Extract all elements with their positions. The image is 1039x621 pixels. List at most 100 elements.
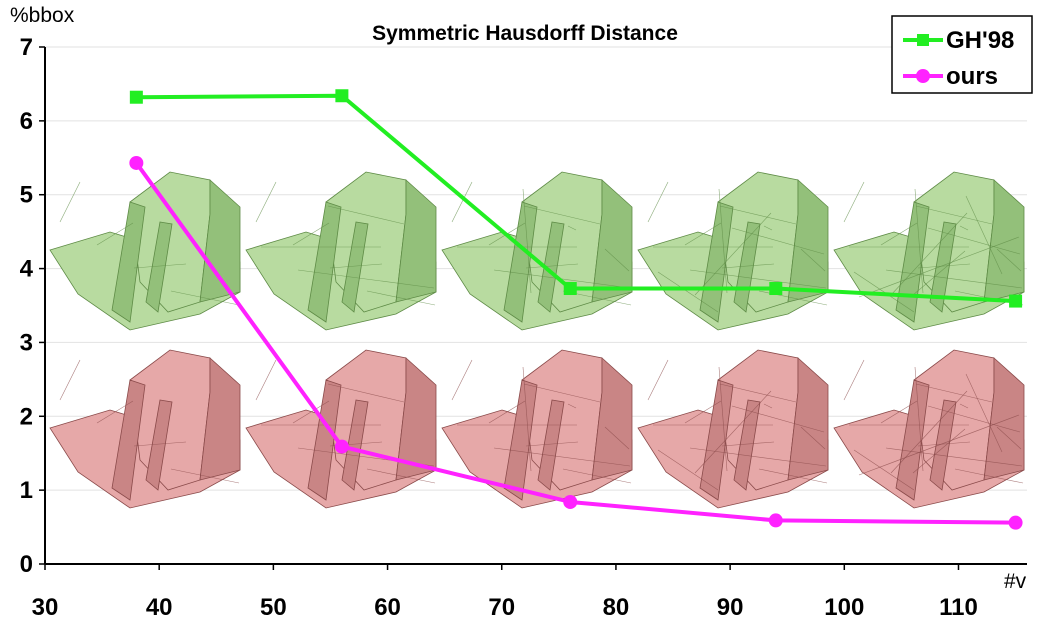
mesh-model-red-3 <box>441 349 633 509</box>
mesh-side-red-5 <box>983 357 1025 481</box>
mesh-side-red-4 <box>787 357 829 481</box>
mesh-edge-green-2-1 <box>292 222 330 246</box>
mesh-edge-red-4-7 <box>718 366 728 472</box>
mesh-edge-green-2-6 <box>297 269 435 289</box>
mesh-groove-a-green-5 <box>895 201 930 323</box>
mesh-edge-red-4-11 <box>694 390 772 474</box>
series-0-point-2 <box>563 282 577 296</box>
chart-title: Symmetric Hausdorff Distance <box>372 22 678 45</box>
mesh-edge-green-5-2 <box>917 263 971 269</box>
y-tick-label-5: 5 <box>20 182 33 209</box>
legend-box <box>891 15 1033 94</box>
series-0-point-0 <box>129 90 143 104</box>
mesh-edge-green-4-10 <box>657 271 719 313</box>
y-tick-label-7: 7 <box>20 34 33 61</box>
mesh-edge-green-2-4 <box>327 205 405 225</box>
mesh-edge-green-5-7 <box>914 188 924 294</box>
y-axis-label: %bbox <box>10 4 75 27</box>
series-0-point-3 <box>769 282 783 296</box>
mesh-edge-green-4-12 <box>731 227 825 255</box>
x-tick-label-40: 40 <box>146 594 173 621</box>
mesh-edge-green-4-4 <box>719 205 797 225</box>
mesh-edge-green-5-1 <box>880 222 918 246</box>
mesh-edge-red-5-15 <box>858 414 1020 476</box>
mesh-model-green-1 <box>49 171 241 331</box>
mesh-edge-red-4-3 <box>758 468 828 484</box>
y-tick-label-1: 1 <box>20 477 33 504</box>
mesh-edge-green-1-0 <box>59 181 81 223</box>
series-0-point-4 <box>1009 294 1023 308</box>
mesh-edge-red-4-4 <box>719 383 797 403</box>
mesh-edge-green-5-14 <box>965 195 1003 275</box>
mesh-edge-red-5-4 <box>915 383 993 403</box>
mesh-edge-red-1-0 <box>59 359 81 401</box>
mesh-groove-b-green-3 <box>537 221 565 313</box>
mesh-edge-green-5-12 <box>927 227 1021 255</box>
mesh-edge-red-5-6 <box>885 447 1023 467</box>
mesh-edge-green-5-11 <box>890 212 968 296</box>
mesh-side-red-1 <box>199 357 241 481</box>
mesh-edge-red-3-1 <box>488 400 526 424</box>
mesh-groove-b-red-1 <box>145 399 173 491</box>
y-tick-label-4: 4 <box>20 256 34 283</box>
mesh-edge-green-1-1 <box>96 222 134 246</box>
mesh-model-green-2 <box>245 171 437 331</box>
legend-marker-ours <box>916 69 930 83</box>
x-tick-label-110: 110 <box>939 594 978 621</box>
mesh-side-green-3 <box>591 179 633 303</box>
series-lines <box>129 89 1023 530</box>
mesh-edge-green-4-6 <box>689 269 827 289</box>
mesh-edge-red-5-10 <box>853 449 915 491</box>
mesh-groove-b-red-4 <box>733 399 761 491</box>
mesh-edge-green-4-2 <box>721 263 775 269</box>
x-tick-label-30: 30 <box>32 594 59 621</box>
mesh-edge-green-5-15 <box>858 236 1020 298</box>
mesh-groove-a-red-2 <box>307 379 342 501</box>
mesh-groove-a-red-5 <box>895 379 930 501</box>
mesh-edge-red-5-2 <box>917 441 971 447</box>
mesh-edge-green-5-0 <box>843 181 865 223</box>
mesh-edge-red-5-0 <box>843 359 865 401</box>
x-tick-label-50: 50 <box>260 594 287 621</box>
mesh-edge-red-5-3 <box>954 468 1024 484</box>
mesh-edge-green-4-11 <box>694 212 772 296</box>
mesh-edge-green-5-13 <box>912 250 966 296</box>
mesh-groove-a-green-4 <box>699 201 734 323</box>
mesh-edge-red-4-1 <box>684 400 722 424</box>
x-tick-label-90: 90 <box>717 594 744 621</box>
mesh-edge-green-1-2 <box>133 263 187 269</box>
mesh-edge-green-4-0 <box>647 181 669 223</box>
mesh-edge-green-5-8 <box>959 225 969 231</box>
y-tick-label-2: 2 <box>20 403 33 430</box>
series-1-point-4 <box>1008 515 1023 530</box>
legend: GH'98 ours <box>891 15 1033 94</box>
mesh-side-red-2 <box>395 357 437 481</box>
mesh-groove-a-red-3 <box>503 379 538 501</box>
mesh-edge-red-5-12 <box>927 405 1021 433</box>
mesh-edge-red-2-3 <box>366 468 436 484</box>
axes: 0 1 2 3 4 5 6 7 30 40 50 60 70 80 90 100 110 <box>20 34 1027 621</box>
mesh-edge-red-1-2 <box>133 441 187 447</box>
mesh-side-red-3 <box>591 357 633 481</box>
mesh-groove-a-green-1 <box>111 201 146 323</box>
mesh-edge-red-5-14 <box>965 373 1003 453</box>
mesh-edge-green-3-0 <box>451 181 473 223</box>
mesh-edge-green-4-9 <box>800 248 826 272</box>
mesh-edge-red-5-1 <box>880 400 918 424</box>
mesh-edge-red-3-7 <box>522 366 532 472</box>
mesh-groove-b-red-5 <box>929 399 957 491</box>
mesh-edge-green-4-1 <box>684 222 722 246</box>
series-1-point-0 <box>129 155 144 170</box>
mesh-edge-red-4-0 <box>647 359 669 401</box>
mesh-edge-red-4-6 <box>689 447 827 467</box>
mesh-edge-red-4-2 <box>721 441 775 447</box>
mesh-model-red-5 <box>833 349 1025 509</box>
series-0-point-1 <box>335 89 349 103</box>
mesh-edge-green-4-8 <box>763 225 773 231</box>
mesh-model-red-2 <box>245 349 437 509</box>
series-1-point-2 <box>563 494 578 509</box>
y-tick-label-0: 0 <box>20 551 33 578</box>
mesh-groove-a-red-4 <box>699 379 734 501</box>
mesh-edge-green-3-2 <box>525 263 579 269</box>
mesh-edge-green-2-2 <box>329 263 383 269</box>
